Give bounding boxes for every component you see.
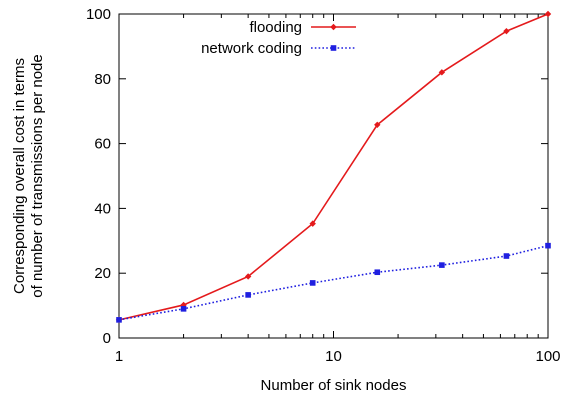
- y-tick-label: 40: [94, 200, 111, 217]
- y-tick-label: 0: [103, 330, 111, 347]
- x-tick-label: 1: [115, 348, 123, 365]
- legend-label-network-coding: network coding: [201, 40, 302, 57]
- data-point-flooding: [438, 69, 446, 76]
- series-network-coding: [116, 242, 551, 323]
- data-point-flooding: [374, 121, 381, 129]
- y-tick-label: 100: [86, 6, 111, 23]
- y-tick-label: 20: [94, 265, 111, 282]
- plot-frame: [118, 13, 549, 339]
- y-tick-label: 60: [94, 136, 111, 153]
- data-point-network-coding: [116, 317, 122, 323]
- y-axis-label-line-1: Corresponding overall cost in terms: [11, 58, 28, 294]
- series-flooding: [115, 10, 552, 324]
- x-axis-label: Number of sink nodes: [261, 377, 407, 394]
- x-tick-label: 10: [325, 348, 342, 365]
- data-point-network-coding: [180, 306, 187, 312]
- legend-marker-flooding: [330, 23, 337, 31]
- legend-item-network-coding: network coding: [201, 40, 356, 57]
- legend-label-flooding: flooding: [249, 19, 302, 36]
- data-point-network-coding: [309, 280, 316, 286]
- data-point-flooding: [244, 273, 252, 280]
- series-line-network-coding: [118, 244, 549, 321]
- data-point-flooding: [503, 27, 510, 35]
- data-point-network-coding: [503, 253, 510, 259]
- legend-marker-network-coding: [330, 45, 337, 51]
- data-point-flooding: [544, 10, 552, 18]
- y-tick-label: 80: [94, 71, 111, 88]
- data-point-network-coding: [439, 262, 445, 268]
- data-point-network-coding: [545, 242, 551, 249]
- legend-item-flooding: flooding: [249, 19, 356, 36]
- x-tick-label: 100: [535, 348, 560, 365]
- data-point-network-coding: [374, 269, 381, 276]
- series-line-flooding: [118, 13, 549, 321]
- y-axis-label-line-2: of number of transmissions per node: [29, 54, 46, 297]
- data-point-flooding: [309, 220, 316, 227]
- data-point-network-coding: [245, 292, 251, 298]
